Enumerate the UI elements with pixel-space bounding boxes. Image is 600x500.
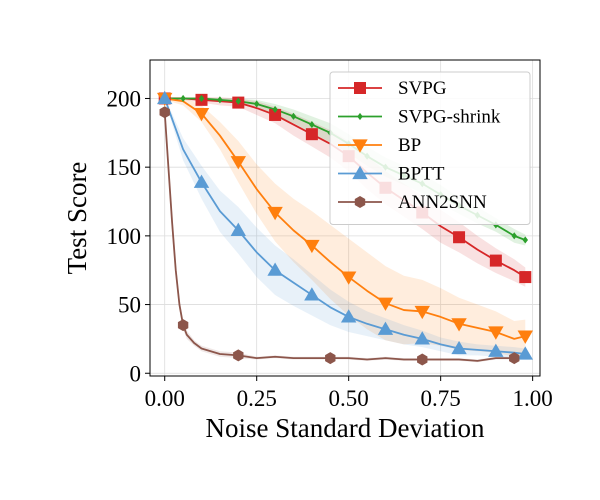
ann2snn-line <box>163 112 526 362</box>
bptt-marker <box>193 174 210 188</box>
bptt-marker <box>414 331 430 345</box>
bptt-marker <box>377 321 394 335</box>
y-tick-label: 100 <box>107 224 142 249</box>
svpg-shrink-marker <box>290 112 297 120</box>
ann2snn-marker <box>233 349 244 362</box>
y-tick-label: 150 <box>107 155 142 180</box>
bptt-marker <box>488 343 504 357</box>
ann2snn-marker <box>509 352 520 365</box>
svpg-shrink-marker <box>309 120 315 129</box>
bp-marker <box>488 326 504 340</box>
ann2snn-marker <box>325 352 336 365</box>
legend-marker-svpg-shrink <box>357 112 363 121</box>
svpg-shrink-marker <box>217 96 223 104</box>
x-tick-label: 0.25 <box>237 386 277 411</box>
legend-label-ann2snn: ANN2SNN <box>398 192 487 213</box>
x-axis-label: Noise Standard Deviation <box>206 413 485 443</box>
svpg-marker <box>305 128 318 141</box>
bp-marker <box>267 206 283 221</box>
bp-marker <box>230 156 247 170</box>
ann2snn-marker <box>177 319 189 332</box>
legend-marker-svpg <box>354 82 366 94</box>
bp-marker <box>451 318 467 332</box>
bptt-marker <box>267 262 283 276</box>
legend-label-svpg-shrink: SVPG-shrink <box>398 107 501 128</box>
y-tick-label: 200 <box>107 86 142 111</box>
x-tick-label: 1.00 <box>513 386 553 411</box>
bptt-marker <box>340 309 357 323</box>
legend-box <box>329 71 531 225</box>
axis-ticks <box>145 97 534 381</box>
bp-band <box>164 97 526 357</box>
bp-marker <box>377 297 394 311</box>
bptt-marker <box>157 90 173 105</box>
ann2snn-marker <box>159 106 170 119</box>
svpg-shrink-marker <box>198 94 205 103</box>
svpg-shrink-marker <box>272 105 278 114</box>
bp-marker <box>304 239 320 254</box>
svpg-shrink-marker <box>522 236 529 244</box>
legend-marker-bptt <box>352 165 368 180</box>
tick-labels: 0.00 0.25 0.50 0.75 1.00 0 50 100 150 200 <box>107 86 553 411</box>
bptt-marker <box>451 340 467 355</box>
legend-entry-bp: BP <box>338 135 421 156</box>
bp-marker <box>193 107 210 122</box>
bptt-marker <box>304 287 320 301</box>
bp-marker <box>517 330 533 344</box>
legend-entry-bptt: BPTT <box>338 164 445 185</box>
x-tick-label: 0.50 <box>329 386 369 411</box>
y-tick-label: 50 <box>118 293 141 318</box>
y-tick-label: 0 <box>130 361 142 386</box>
x-tick-label: 0.75 <box>421 386 461 411</box>
legend-label-bptt: BPTT <box>398 164 445 185</box>
legend-label-bp: BP <box>398 135 421 156</box>
y-axis-label: Test Score <box>62 162 92 275</box>
legend: SVPG SVPG-shrink BP BPTT ANN2SNN <box>329 71 531 225</box>
plot-frame <box>149 59 541 377</box>
svpg-shrink-marker <box>180 94 186 103</box>
legend-marker-bp <box>352 139 368 153</box>
ann2snn-marker <box>417 353 428 366</box>
svpg-marker <box>453 231 466 244</box>
legend-label-svpg: SVPG <box>398 78 447 99</box>
x-tick-label: 0.00 <box>145 386 185 411</box>
bp-marker <box>414 305 430 320</box>
svpg-shrink-marker <box>511 232 517 240</box>
svpg-shrink-marker <box>253 100 260 108</box>
svpg-shrink-marker <box>235 97 242 105</box>
bp-marker <box>340 271 357 285</box>
svpg-marker <box>269 108 282 121</box>
svpg-band <box>164 97 526 287</box>
legend-entry-svpg: SVPG <box>338 78 447 99</box>
bptt-marker <box>230 222 247 236</box>
svpg-marker <box>519 271 532 284</box>
legend-entry-ann2snn: ANN2SNN <box>338 192 487 213</box>
legend-entry-svpg-shrink: SVPG-shrink <box>338 107 501 128</box>
svpg-marker <box>489 254 502 267</box>
legend-marker-ann2snn <box>354 196 366 208</box>
bptt-marker <box>517 346 533 360</box>
